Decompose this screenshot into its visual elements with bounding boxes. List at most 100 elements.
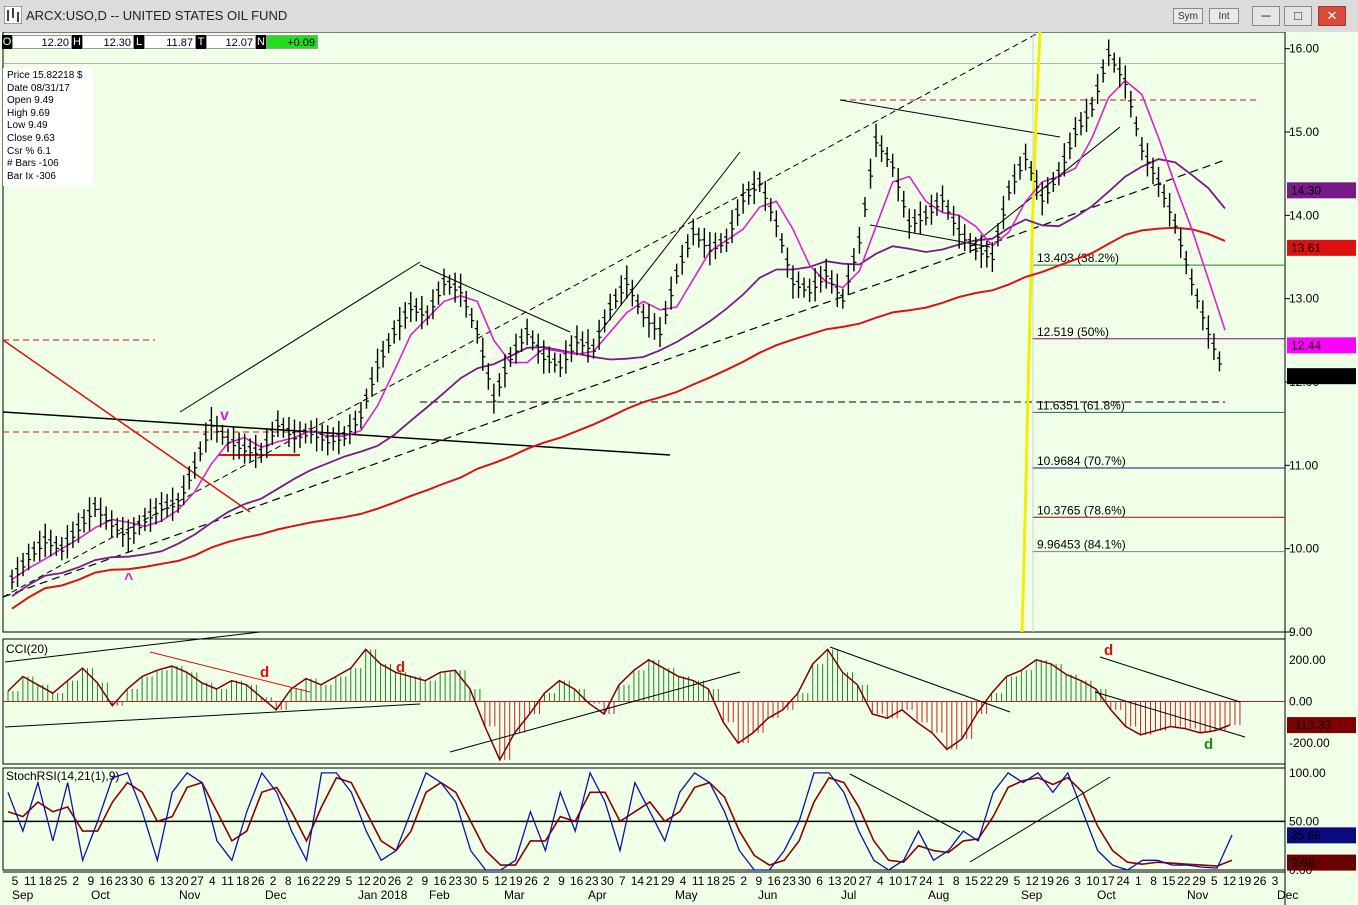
price-bar bbox=[1023, 143, 1029, 171]
price-bar bbox=[1161, 184, 1167, 208]
minimize-button[interactable]: ─ bbox=[1252, 6, 1280, 26]
price-bar bbox=[984, 240, 990, 268]
price-bar bbox=[685, 234, 691, 258]
cci-title: CCI(20) bbox=[6, 642, 48, 656]
trend-line bbox=[2, 411, 671, 456]
price-bar bbox=[657, 317, 663, 347]
x-month-label: Dec bbox=[1277, 888, 1298, 902]
price-bar bbox=[629, 279, 635, 307]
ma-long-line bbox=[11, 226, 1226, 610]
x-month-label: Jun bbox=[758, 888, 777, 902]
price-bar bbox=[1178, 228, 1184, 259]
x-tick-label: 22 bbox=[312, 874, 326, 888]
x-tick-label: 8 bbox=[1150, 874, 1157, 888]
x-tick-label: 22 bbox=[1177, 874, 1191, 888]
price-bar bbox=[751, 170, 757, 205]
x-tick-label: 11 bbox=[692, 874, 705, 888]
x-tick-label: 23 bbox=[783, 874, 797, 888]
x-tick-label: 8 bbox=[285, 874, 292, 888]
price-bar bbox=[696, 227, 702, 248]
x-month-label: Mar bbox=[504, 888, 525, 902]
price-bar bbox=[1200, 300, 1206, 331]
cycle-line bbox=[1020, 32, 1042, 633]
price-bar bbox=[363, 388, 369, 409]
price-bar bbox=[203, 422, 209, 453]
low-value: 11.87 bbox=[144, 35, 196, 49]
x-tick-label: 27 bbox=[190, 874, 204, 888]
cci-line bbox=[7, 648, 1231, 762]
price-bar bbox=[98, 497, 104, 528]
price-bar bbox=[663, 300, 669, 325]
x-tick-label: 5 bbox=[1211, 874, 1218, 888]
cci-trend-line bbox=[449, 671, 741, 753]
price-bar bbox=[491, 383, 497, 414]
price-bar bbox=[120, 517, 126, 547]
price-bar bbox=[973, 237, 979, 261]
price-bar bbox=[568, 335, 574, 362]
price-bar bbox=[718, 233, 724, 254]
price-tick-label: 15.00 bbox=[1289, 125, 1319, 139]
price-bar bbox=[1067, 132, 1073, 160]
price-bar bbox=[291, 419, 297, 453]
price-bar bbox=[945, 199, 951, 220]
price-label-box bbox=[1287, 368, 1356, 385]
x-tick-label: 17 bbox=[904, 874, 918, 888]
price-bar bbox=[1084, 98, 1090, 132]
cci-histogram bbox=[7, 649, 1241, 760]
x-tick-label: 10 bbox=[889, 874, 903, 888]
price-bar bbox=[1156, 167, 1162, 197]
price-bar bbox=[1006, 180, 1012, 201]
close-button[interactable]: ✕ bbox=[1318, 6, 1346, 26]
high-value: 12.30 bbox=[82, 35, 134, 49]
price-bar bbox=[31, 541, 37, 562]
price-bar bbox=[868, 158, 874, 189]
x-month-label: Apr bbox=[588, 888, 607, 902]
x-month-label: Sep bbox=[12, 888, 34, 902]
price-bar bbox=[735, 199, 741, 226]
price-bar bbox=[42, 523, 48, 557]
x-month-label: Aug bbox=[928, 888, 949, 902]
price-bar bbox=[801, 277, 807, 298]
price-bar bbox=[1072, 117, 1078, 147]
restore-button[interactable]: □ bbox=[1284, 6, 1312, 26]
sym-button[interactable]: Sym bbox=[1173, 8, 1203, 24]
x-month-label: Dec bbox=[265, 888, 286, 902]
price-bar bbox=[131, 517, 137, 544]
cci-trend-line bbox=[149, 651, 311, 693]
price-bar bbox=[574, 325, 580, 356]
price-bar bbox=[341, 426, 347, 447]
price-bar bbox=[1045, 177, 1051, 204]
title-bar[interactable]: ARCX:USO,D -- UNITED STATES OIL FUND Sym… bbox=[0, 0, 1358, 33]
price-bar bbox=[397, 307, 403, 341]
price-bar bbox=[413, 298, 419, 322]
x-tick-label: 30 bbox=[798, 874, 812, 888]
price-bar bbox=[1133, 116, 1139, 137]
price-bar bbox=[690, 218, 696, 246]
price-bar bbox=[1205, 315, 1211, 349]
price-bar bbox=[26, 543, 32, 571]
stoch-d-label: 9.68 bbox=[1291, 856, 1315, 870]
price-bar bbox=[92, 497, 98, 517]
data-window-line: # Bars -106 bbox=[7, 158, 59, 170]
price-bar bbox=[136, 515, 142, 536]
price-bar bbox=[646, 304, 652, 338]
x-tick-label: 18 bbox=[707, 874, 721, 888]
x-tick-label: 18 bbox=[39, 874, 53, 888]
price-bar bbox=[640, 303, 646, 327]
price-bar bbox=[668, 276, 674, 310]
cci-trend-line bbox=[829, 646, 1011, 713]
price-label: 12.07 bbox=[1291, 369, 1321, 383]
price-bar bbox=[269, 421, 275, 446]
chart-app-icon bbox=[4, 6, 22, 24]
x-tick-label: 22 bbox=[980, 874, 994, 888]
price-label: 14.30 bbox=[1291, 183, 1321, 197]
price-bar bbox=[153, 497, 159, 525]
int-button[interactable]: Int bbox=[1209, 8, 1239, 24]
price-bar bbox=[530, 330, 536, 351]
x-month-label: May bbox=[675, 888, 698, 902]
price-bar bbox=[458, 273, 464, 307]
price-bar bbox=[779, 233, 785, 254]
price-bar bbox=[1106, 39, 1112, 67]
chart-canvas[interactable]: 16.0015.0014.0013.0012.0011.0010.009.001… bbox=[0, 32, 1358, 905]
x-month-label: Oct bbox=[91, 888, 110, 902]
